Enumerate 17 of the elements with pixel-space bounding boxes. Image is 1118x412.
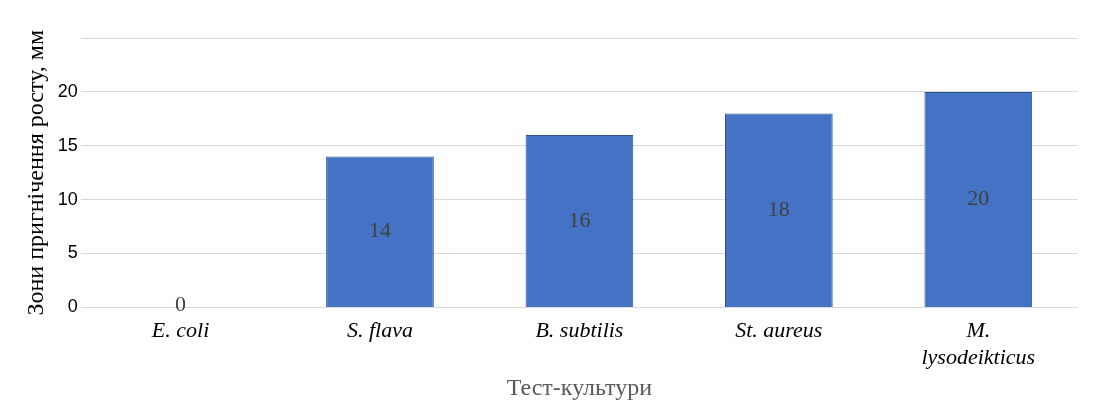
y-tick-label: 15 bbox=[57, 134, 78, 155]
data-label: 0 bbox=[175, 291, 187, 317]
data-label: 16 bbox=[568, 206, 591, 232]
x-tick-label: St. aureus bbox=[735, 317, 823, 343]
x-axis-title: Тест-культури bbox=[506, 373, 653, 400]
data-label: 14 bbox=[368, 217, 391, 243]
y-tick-label: 10 bbox=[57, 188, 78, 209]
x-tick-label: B. subtilis bbox=[535, 317, 624, 343]
y-tick-label: 5 bbox=[67, 242, 78, 263]
y-tick-label: 0 bbox=[67, 296, 78, 317]
x-tick-label: M. lysodeikticus bbox=[921, 317, 1036, 369]
y-tick-label: 20 bbox=[57, 80, 78, 101]
x-tick-label: S. flava bbox=[346, 317, 413, 343]
x-tick-label: E. coli bbox=[150, 317, 210, 343]
data-label: 18 bbox=[767, 195, 790, 221]
data-label: 20 bbox=[967, 185, 990, 211]
y-axis-title: Зони пригнічення росту, мм bbox=[21, 29, 48, 316]
